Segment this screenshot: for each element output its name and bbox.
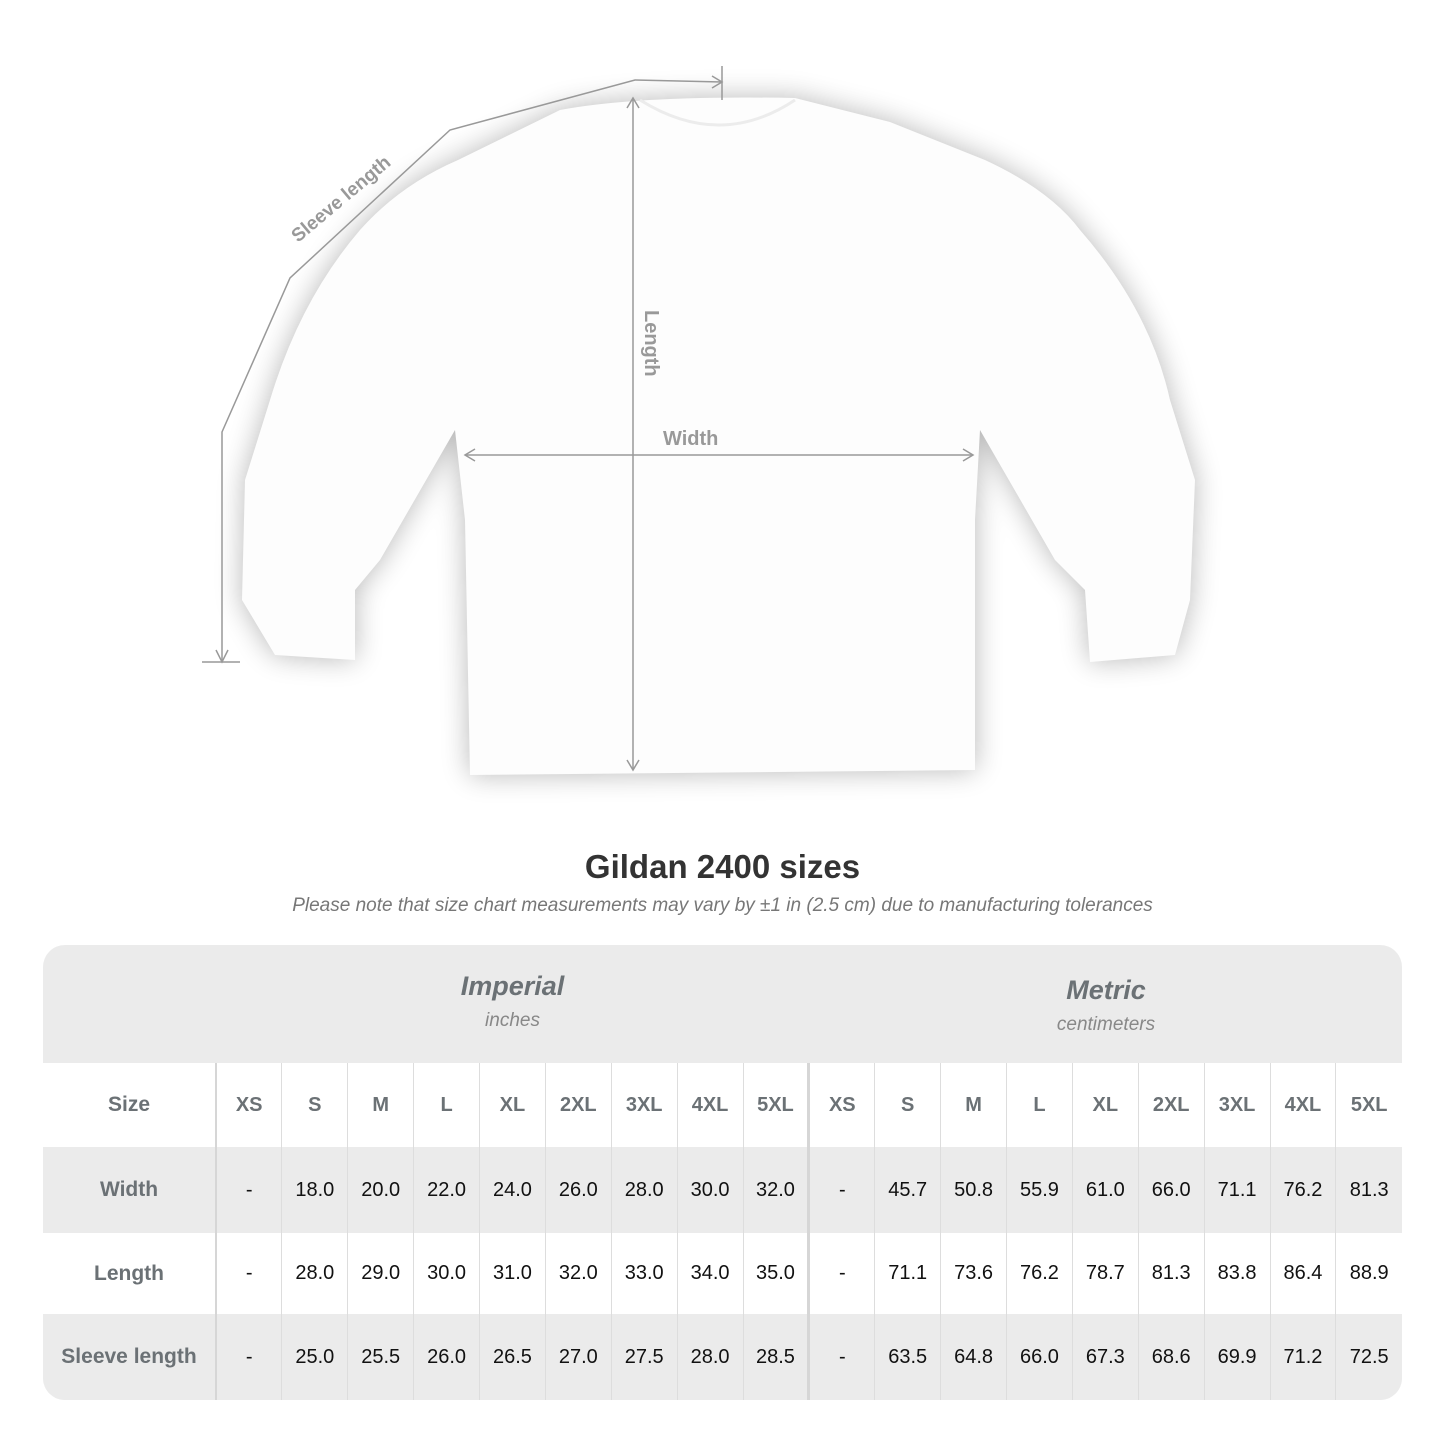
- metric-header: Metric centimeters: [810, 949, 1402, 1067]
- imperial-value: 30.0: [413, 1233, 480, 1314]
- size-table: Size XS S M L XL 2XL 3XL 4XL 5XL XS S M L XL 2XL 3XL 4XL 5…: [43, 1063, 1402, 1400]
- row-label: Width: [43, 1147, 217, 1233]
- metric-value: 61.0: [1071, 1147, 1139, 1233]
- length-measure: [626, 96, 640, 772]
- imperial-size-xs: XS: [215, 1063, 282, 1147]
- imperial-size-3xl: 3XL: [610, 1063, 678, 1147]
- imperial-value: -: [215, 1314, 282, 1400]
- metric-size-4xl: 4XL: [1269, 1063, 1336, 1147]
- metric-size-s: S: [874, 1063, 941, 1147]
- imperial-value: 18.0: [281, 1147, 348, 1233]
- metric-size-5xl: 5XL: [1335, 1063, 1402, 1147]
- imperial-value: 26.0: [413, 1314, 480, 1400]
- metric-value: 76.2: [1006, 1233, 1073, 1314]
- table-row: Sleeve length -25.0 25.5 26.0 26.5 27.0 27.5 28…: [43, 1314, 1402, 1400]
- metric-value: 66.0: [1137, 1147, 1205, 1233]
- imperial-value: 27.0: [544, 1314, 612, 1400]
- shirt-body: [242, 97, 1195, 775]
- imperial-value: 25.5: [347, 1314, 414, 1400]
- imperial-size-xl: XL: [479, 1063, 546, 1147]
- imperial-value: 32.0: [544, 1233, 612, 1314]
- imperial-value: 28.0: [610, 1147, 678, 1233]
- tolerance-note: Please note that size chart measurements…: [292, 895, 1153, 916]
- metric-unit: centimeters: [1056, 1014, 1156, 1035]
- metric-value: 50.8: [940, 1147, 1007, 1233]
- metric-value: 63.5: [874, 1314, 941, 1400]
- metric-value: 81.3: [1335, 1147, 1402, 1233]
- imperial-header: Imperial inches: [215, 945, 810, 1063]
- metric-value: 71.1: [1203, 1147, 1270, 1233]
- metric-size-xs: XS: [807, 1063, 875, 1147]
- table-row: Width -18.0 20.0 22.0 24.0 26.0 28.0 30.0 32.0-4…: [43, 1147, 1402, 1233]
- metric-value: 69.9: [1203, 1314, 1270, 1400]
- imperial-value: 26.0: [544, 1147, 612, 1233]
- imperial-value: -: [215, 1233, 282, 1314]
- table-header-row: Size XS S M L XL 2XL 3XL 4XL 5XL XS S M L XL 2XL 3XL 4XL 5…: [43, 1063, 1402, 1147]
- table-row: Length -28.0 29.0 30.0 31.0 32.0 33.0 34.0 35.0-…: [43, 1233, 1402, 1314]
- imperial-value: -: [215, 1147, 282, 1233]
- imperial-value: 28.0: [676, 1314, 743, 1400]
- metric-title: Metric: [1066, 975, 1146, 1005]
- imperial-value: 28.0: [281, 1233, 348, 1314]
- metric-value: 45.7: [874, 1147, 941, 1233]
- imperial-value: 28.5: [742, 1314, 809, 1400]
- metric-value: -: [807, 1314, 875, 1400]
- metric-value: 66.0: [1006, 1314, 1073, 1400]
- size-table-card: Imperial inches Metric centimeters Size X…: [43, 945, 1402, 1400]
- shirt-collar: [639, 98, 796, 127]
- imperial-unit: inches: [485, 1010, 540, 1031]
- imperial-size-l: L: [413, 1063, 480, 1147]
- metric-value: 55.9: [1006, 1147, 1073, 1233]
- imperial-size-s: S: [281, 1063, 348, 1147]
- imperial-value: 22.0: [413, 1147, 480, 1233]
- imperial-value: 25.0: [281, 1314, 348, 1400]
- imperial-value: 32.0: [742, 1147, 809, 1233]
- metric-value: 71.2: [1269, 1314, 1336, 1400]
- metric-value: 72.5: [1335, 1314, 1402, 1400]
- metric-value: 68.6: [1137, 1314, 1205, 1400]
- row-label: Sleeve length: [43, 1314, 217, 1400]
- size-header: Size: [43, 1063, 217, 1147]
- imperial-size-m: M: [347, 1063, 414, 1147]
- imperial-value: 27.5: [610, 1314, 678, 1400]
- imperial-value: 31.0: [479, 1233, 546, 1314]
- imperial-value: 33.0: [610, 1233, 678, 1314]
- metric-size-m: M: [940, 1063, 1007, 1147]
- imperial-value: 20.0: [347, 1147, 414, 1233]
- metric-size-l: L: [1006, 1063, 1073, 1147]
- imperial-value: 29.0: [347, 1233, 414, 1314]
- metric-value: -: [807, 1233, 875, 1314]
- metric-size-3xl: 3XL: [1203, 1063, 1270, 1147]
- length-label: Length: [640, 310, 662, 377]
- metric-size-xl: XL: [1071, 1063, 1139, 1147]
- metric-value: 73.6: [940, 1233, 1007, 1314]
- width-measure: [463, 448, 975, 462]
- imperial-value: 35.0: [742, 1233, 809, 1314]
- imperial-size-4xl: 4XL: [676, 1063, 743, 1147]
- width-label: Width: [663, 428, 718, 450]
- imperial-value: 26.5: [479, 1314, 546, 1400]
- sleeve-length-measure: [202, 66, 724, 664]
- imperial-size-5xl: 5XL: [742, 1063, 809, 1147]
- imperial-value: 34.0: [676, 1233, 743, 1314]
- row-label: Length: [43, 1233, 217, 1314]
- chart-title: Gildan 2400 sizes: [584, 848, 861, 885]
- metric-size-2xl: 2XL: [1137, 1063, 1205, 1147]
- metric-value: 88.9: [1335, 1233, 1402, 1314]
- imperial-size-2xl: 2XL: [544, 1063, 612, 1147]
- imperial-value: 30.0: [676, 1147, 743, 1233]
- imperial-value: 24.0: [479, 1147, 546, 1233]
- metric-value: 78.7: [1071, 1233, 1139, 1314]
- metric-value: 76.2: [1269, 1147, 1336, 1233]
- metric-value: 86.4: [1269, 1233, 1336, 1314]
- metric-value: 64.8: [940, 1314, 1007, 1400]
- shirt-diagram: Sleeve length Length Width: [202, 66, 1195, 775]
- metric-value: 71.1: [874, 1233, 941, 1314]
- imperial-title: Imperial: [460, 971, 565, 1001]
- metric-value: 67.3: [1071, 1314, 1139, 1400]
- metric-value: 81.3: [1137, 1233, 1205, 1314]
- metric-value: 83.8: [1203, 1233, 1270, 1314]
- metric-value: -: [807, 1147, 875, 1233]
